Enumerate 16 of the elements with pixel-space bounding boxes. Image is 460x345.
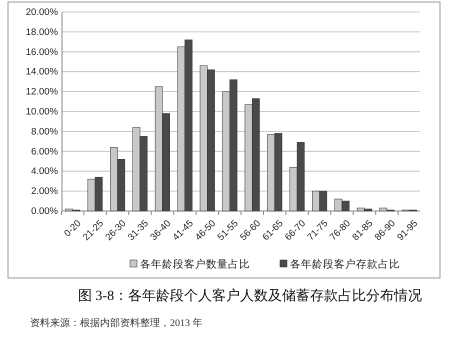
y-tick-label: 2.00% bbox=[31, 186, 59, 198]
y-tick-label: 4.00% bbox=[31, 166, 59, 178]
y-tick-label: 8.00% bbox=[31, 126, 59, 138]
y-tick-label: 16.00% bbox=[26, 46, 59, 58]
text: 资料来源：根据内部资料整理，2013 年 bbox=[30, 317, 202, 329]
y-tick-label: 14.00% bbox=[26, 66, 59, 78]
text: 图 3-8：各年龄段个人客户人数及储蓄存款占比分布情况 bbox=[78, 288, 422, 304]
y-tick-label: 20.00% bbox=[26, 7, 59, 18]
y-tick-label: 12.00% bbox=[26, 86, 59, 98]
y-tick-label: 10.00% bbox=[26, 106, 59, 118]
x-tick-label: 0-20 bbox=[62, 218, 84, 240]
y-tick-label: 6.00% bbox=[31, 146, 59, 158]
legend-label: 各年龄段客户数量占比 bbox=[140, 258, 250, 271]
y-tick-label: 18.00% bbox=[26, 26, 59, 38]
y-tick-label: 0.00% bbox=[31, 206, 59, 218]
legend-label: 各年龄段客户存款占比 bbox=[290, 258, 400, 271]
